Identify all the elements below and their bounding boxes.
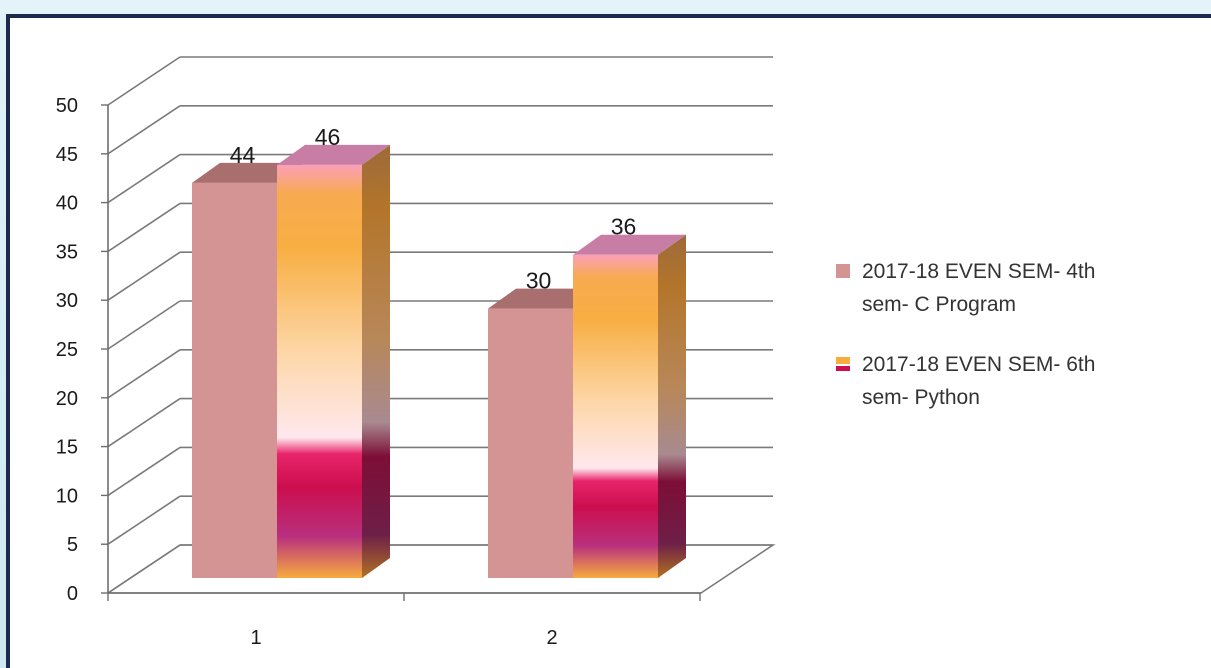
gridline-depth [107, 397, 181, 448]
bar-front [488, 308, 573, 578]
gridline-depth [107, 202, 181, 253]
bar [277, 144, 390, 579]
y-axis: 0 5 10 15 20 25 30 35 40 45 50 [56, 95, 109, 605]
gridline-depth [107, 300, 181, 350]
bar [488, 288, 601, 578]
gridline-depth [107, 251, 181, 301]
bar-front [192, 182, 277, 578]
y-tick-label: 45 [56, 144, 78, 166]
legend-item: 2017-18 EVEN SEM- 6th sem- Python [836, 353, 1095, 409]
gridline-depth [107, 153, 181, 204]
bar-top [573, 234, 686, 255]
legend-swatch [836, 357, 850, 364]
legend-swatch-band [836, 366, 850, 371]
data-label: 46 [315, 124, 341, 150]
bar-top [488, 288, 601, 309]
data-label: 36 [611, 214, 637, 240]
y-tick-label: 30 [56, 290, 78, 312]
bar-top [277, 144, 390, 165]
bar-side [658, 234, 686, 578]
legend-swatch [836, 264, 850, 278]
y-tick-label: 40 [56, 193, 78, 215]
bars: 44 46 30 36 [192, 124, 686, 579]
y-tick-label: 10 [56, 485, 78, 507]
y-tick-label: 5 [67, 534, 78, 556]
legend-item: 2017-18 EVEN SEM- 4th sem- C Program [836, 260, 1095, 316]
y-tick-label: 20 [56, 388, 78, 410]
gridline-depth [107, 56, 181, 106]
y-tick-label: 25 [56, 339, 78, 361]
y-tick-label: 50 [56, 95, 78, 117]
x-tick-label: 1 [250, 627, 261, 649]
data-label: 44 [230, 142, 256, 168]
y-tick-label: 15 [56, 437, 78, 459]
bar-front [573, 254, 658, 578]
bar-front [277, 164, 362, 579]
legend-label: sem- C Program [862, 293, 1016, 316]
legend-label: 2017-18 EVEN SEM- 4th [862, 260, 1095, 283]
gridline-depth [107, 495, 181, 545]
bar [573, 234, 686, 578]
y-tick-label: 35 [56, 241, 78, 263]
gridline-depth [107, 105, 181, 155]
bar-side [362, 144, 390, 579]
data-label: 30 [526, 268, 552, 294]
legend-label: sem- Python [862, 386, 980, 409]
bar-top [192, 162, 305, 183]
gridline-depth [107, 446, 181, 497]
y-tick-label: 0 [67, 583, 78, 605]
bar [192, 162, 305, 578]
legend-label: 2017-18 EVEN SEM- 6th [862, 353, 1095, 376]
x-tick-label: 2 [546, 627, 557, 649]
gridline-depth [107, 349, 181, 399]
